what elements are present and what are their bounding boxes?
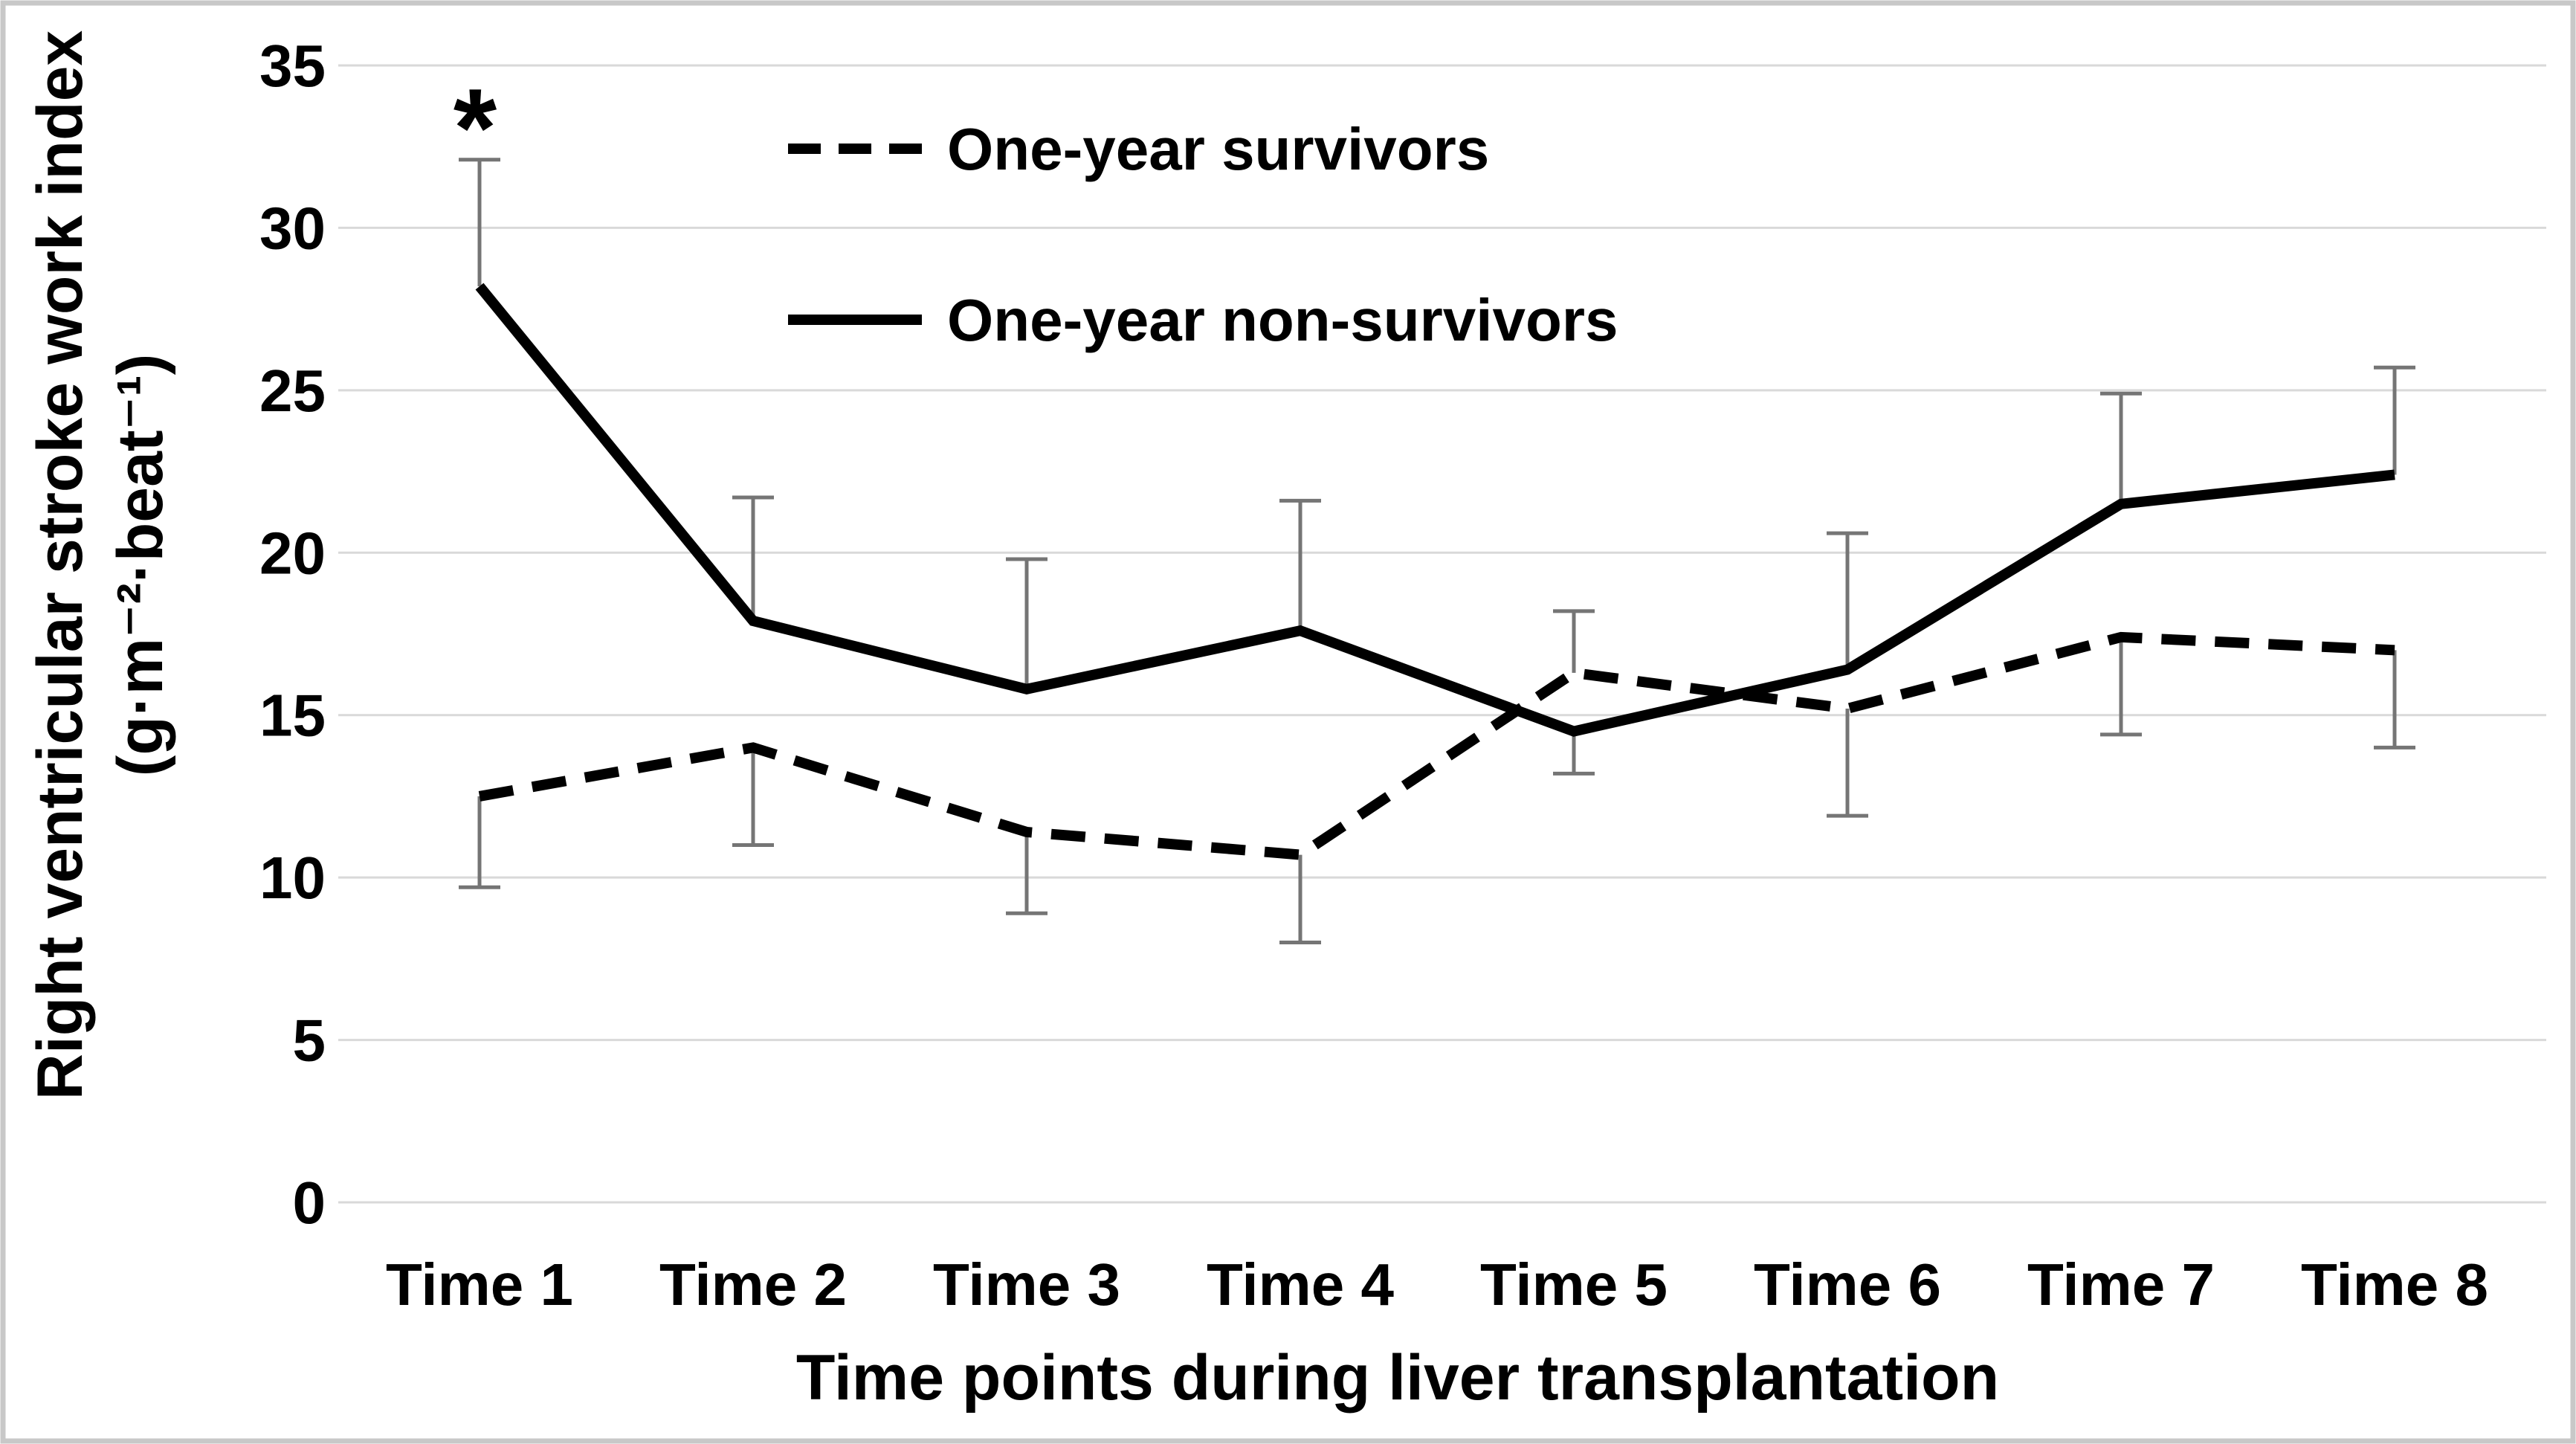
x-tick-label-6: Time 6 xyxy=(1754,1251,1941,1318)
y-tick-label-10: 10 xyxy=(259,845,326,911)
legend-label-survivors: One-year survivors xyxy=(947,116,1489,182)
y-tick-label-0: 0 xyxy=(293,1170,326,1236)
y-axis-title-line2-units: (g·m⁻²·beat⁻¹) xyxy=(105,354,176,776)
legend-item-survivors: One-year survivors xyxy=(788,116,1489,182)
legend: One-year survivors One-year non-survivors xyxy=(788,116,1618,353)
gridlines xyxy=(338,64,2546,1204)
y-axis-tick-labels: 0 5 10 15 20 25 30 35 xyxy=(259,33,326,1236)
y-axis-title-line1: Right ventricular stroke work index xyxy=(25,30,96,1100)
x-tick-label-2: Time 2 xyxy=(659,1251,847,1318)
x-axis-title: Time points during liver transplantation xyxy=(796,1342,1999,1414)
y-tick-label-20: 20 xyxy=(259,520,326,586)
series-line-survivors xyxy=(478,631,2395,860)
x-tick-label-7: Time 7 xyxy=(2027,1251,2215,1318)
y-tick-label-35: 35 xyxy=(259,33,326,99)
x-tick-label-1: Time 1 xyxy=(386,1251,573,1318)
x-tick-label-5: Time 5 xyxy=(1480,1251,1668,1318)
y-tick-label-30: 30 xyxy=(259,195,326,261)
x-tick-label-8: Time 8 xyxy=(2301,1251,2488,1318)
legend-item-non-survivors: One-year non-survivors xyxy=(788,287,1618,353)
y-tick-label-15: 15 xyxy=(259,683,326,749)
error-bars xyxy=(459,158,2415,945)
series-line-non-survivors xyxy=(475,283,2395,737)
x-tick-label-3: Time 3 xyxy=(933,1251,1120,1318)
y-tick-label-25: 25 xyxy=(259,358,326,424)
y-tick-label-5: 5 xyxy=(293,1008,326,1074)
legend-label-non-survivors: One-year non-survivors xyxy=(947,287,1618,353)
x-tick-label-4: Time 4 xyxy=(1207,1251,1395,1318)
x-axis-tick-labels: Time 1 Time 2 Time 3 Time 4 Time 5 Time 6 Time… xyxy=(386,1251,2488,1318)
significance-asterisk: * xyxy=(453,65,497,190)
